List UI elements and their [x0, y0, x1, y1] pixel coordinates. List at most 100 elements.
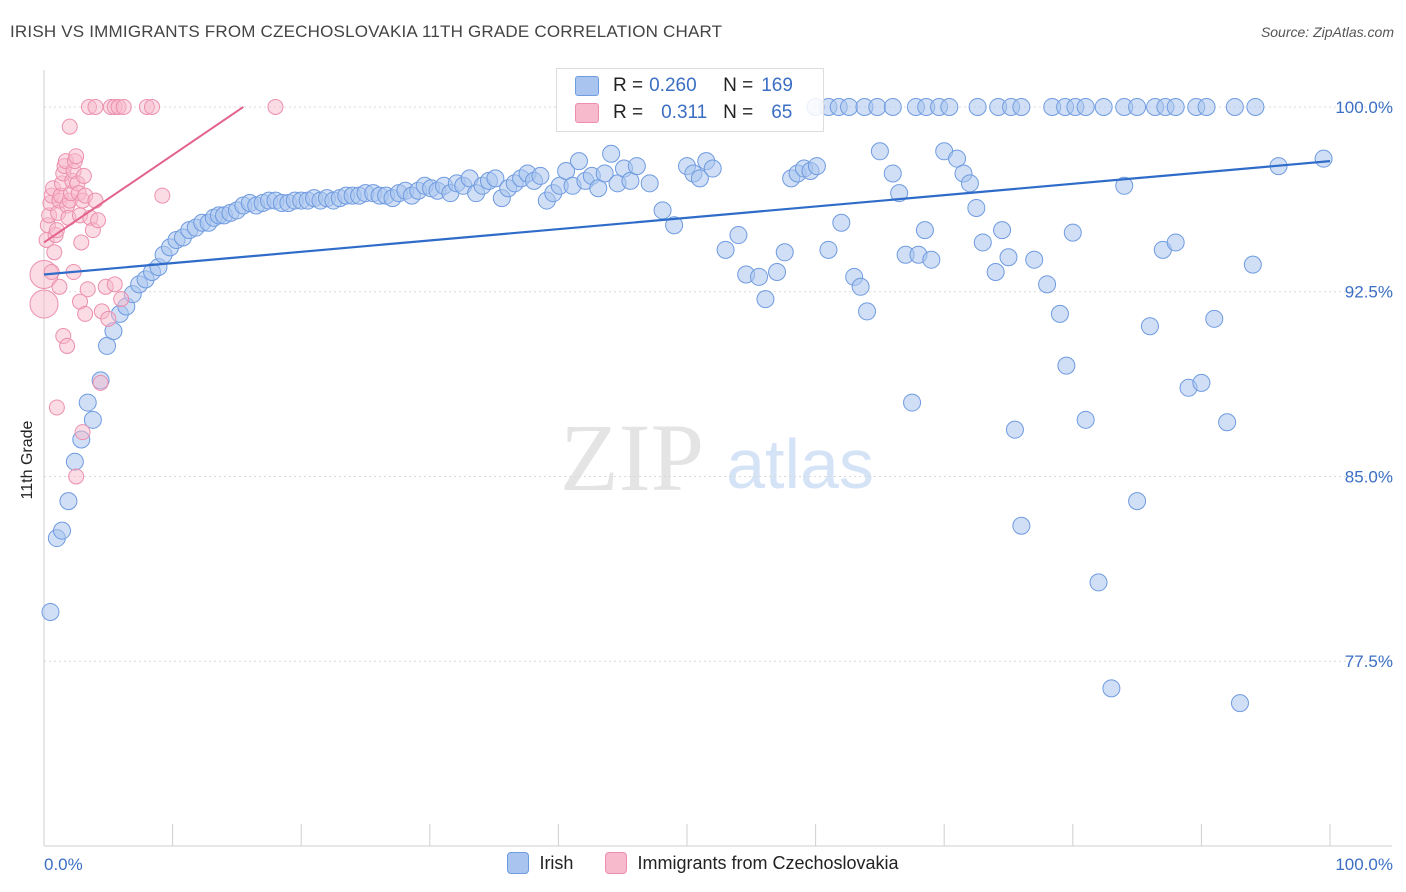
irish-point: [922, 250, 941, 269]
y-tick-label: 85.0%: [1345, 467, 1393, 486]
irish-point: [999, 248, 1018, 267]
czech-point: [48, 399, 65, 416]
legend-swatch-irish: [507, 852, 530, 874]
irish-point: [960, 174, 979, 193]
legend-label-irish: Irish: [539, 852, 574, 873]
irish-point: [595, 164, 614, 183]
irish-point: [627, 157, 646, 176]
stats-legend: R = 0.260 N = 169 R = 0.311 N = 65: [556, 68, 824, 132]
legend-n-value-irish: 169: [761, 75, 793, 96]
axes: [43, 70, 1392, 847]
irish-point: [1128, 97, 1147, 116]
series-legend: Irish Immigrants from Czechoslovakia: [0, 852, 1406, 874]
irish-point: [840, 97, 859, 116]
czech-point: [46, 244, 63, 261]
legend-swatch-irish: [575, 76, 599, 96]
irish-point: [851, 277, 870, 296]
x-tick-label-min: 0.0%: [44, 855, 83, 874]
x-tick-label-max: 100.0%: [1335, 855, 1393, 874]
czech-point: [79, 281, 96, 298]
czech-point: [106, 276, 123, 293]
watermark-zip: ZIP: [560, 404, 704, 511]
czech-point: [61, 118, 78, 135]
irish-point: [750, 267, 769, 286]
czech-point: [100, 310, 117, 327]
czech-point: [115, 98, 132, 115]
czech-points: [29, 98, 284, 485]
irish-point: [665, 216, 684, 235]
czech-point: [29, 289, 59, 319]
watermark-atlas: atlas: [726, 425, 874, 503]
irish-point: [1314, 149, 1333, 168]
irish-point: [1166, 233, 1185, 252]
irish-point: [65, 452, 84, 471]
legend-r-value-czech: 0.311: [661, 102, 708, 123]
czech-point: [113, 291, 130, 308]
legend-r-label: R =: [613, 102, 644, 123]
trend-lines: [43, 106, 1331, 276]
source-label: Source: ZipAtlas.com: [1260, 24, 1394, 40]
czech-point: [90, 212, 107, 229]
czech-point: [267, 98, 284, 115]
irish-point: [569, 152, 588, 171]
czech-point: [48, 222, 65, 239]
irish-point: [915, 221, 934, 240]
irish-point: [775, 243, 794, 262]
irish-point: [1166, 97, 1185, 116]
legend-item-czech[interactable]: Immigrants from Czechoslovakia: [605, 852, 899, 874]
czech-point: [73, 234, 90, 251]
irish-point: [53, 521, 72, 540]
irish-point: [768, 263, 787, 282]
irish-point: [1057, 356, 1076, 375]
irish-point: [690, 169, 709, 188]
chart-title: IRISH VS IMMIGRANTS FROM CZECHOSLOVAKIA …: [10, 22, 723, 41]
czech-point: [92, 374, 109, 391]
irish-point: [1025, 250, 1044, 269]
legend-r-label: R =: [613, 75, 644, 96]
irish-point: [59, 492, 78, 511]
irish-point: [716, 240, 735, 259]
irish-point: [640, 174, 659, 193]
irish-point: [1012, 516, 1031, 535]
irish-point: [1230, 694, 1249, 713]
czech-point: [68, 148, 85, 165]
irish-point: [1050, 304, 1069, 323]
y-tick-labels: 100.0% 92.5% 85.0% 77.5%: [1335, 98, 1393, 671]
irish-point: [1038, 275, 1057, 294]
irish-point: [83, 410, 102, 429]
stats-legend-row-czech: R = 0.311 N = 65: [575, 101, 792, 125]
irish-point: [819, 240, 838, 259]
czech-trend-line: [43, 106, 244, 244]
irish-point: [1246, 97, 1265, 116]
czech-point: [68, 468, 85, 485]
czech-point: [43, 264, 60, 281]
czech-point: [87, 192, 104, 209]
irish-point: [41, 602, 60, 621]
irish-point: [1128, 492, 1147, 511]
irish-point: [940, 97, 959, 116]
x-tick-labels: 0.0% 100.0%: [44, 855, 1393, 874]
irish-point: [968, 97, 987, 116]
irish-point: [602, 144, 621, 163]
irish-point: [531, 166, 550, 185]
irish-point: [78, 393, 97, 412]
y-tick-label: 77.5%: [1345, 652, 1393, 671]
irish-point: [1218, 413, 1237, 432]
czech-point: [144, 98, 161, 115]
irish-point: [1102, 679, 1121, 698]
legend-item-irish[interactable]: Irish: [507, 852, 573, 874]
irish-point: [1012, 97, 1031, 116]
irish-point: [868, 97, 887, 116]
irish-point: [653, 201, 672, 220]
legend-n-label: N =: [723, 102, 754, 123]
irish-point: [1205, 309, 1224, 328]
irish-point: [967, 198, 986, 217]
irish-points: [41, 97, 1333, 713]
irish-point: [870, 142, 889, 161]
irish-point: [729, 226, 748, 245]
stats-legend-row-irish: R = 0.260 N = 169: [575, 74, 793, 98]
irish-point: [486, 169, 505, 188]
irish-point: [986, 263, 1005, 282]
irish-point: [1225, 97, 1244, 116]
